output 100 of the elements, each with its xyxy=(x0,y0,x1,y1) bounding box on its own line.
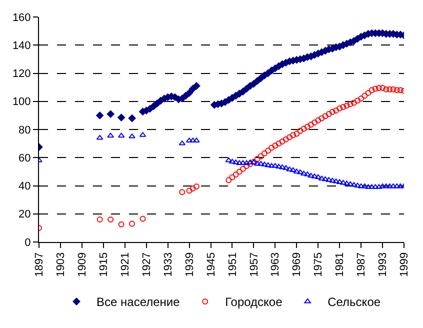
point xyxy=(394,87,400,94)
point xyxy=(362,92,368,99)
point xyxy=(296,169,304,174)
y-tick-label: 40 xyxy=(18,180,31,193)
point xyxy=(290,167,296,172)
y-tick-label: 60 xyxy=(18,152,31,164)
point xyxy=(254,156,260,162)
point xyxy=(118,221,124,228)
legend-label: Все население xyxy=(96,295,180,310)
point xyxy=(312,119,318,126)
x-tick-label: 1951 xyxy=(226,252,239,277)
point xyxy=(279,138,286,144)
x-tick-label: 1933 xyxy=(162,252,174,277)
x-tick-label: 1945 xyxy=(205,252,218,277)
point xyxy=(397,183,404,188)
point xyxy=(311,174,318,178)
point xyxy=(346,181,354,186)
point xyxy=(286,166,293,172)
y-tick-label: 120 xyxy=(12,68,31,80)
point xyxy=(276,140,282,147)
x-tick-label: 1975 xyxy=(312,252,325,277)
point xyxy=(193,183,200,190)
point xyxy=(282,136,289,142)
point xyxy=(358,183,364,188)
point xyxy=(354,98,360,104)
point xyxy=(376,85,382,92)
x-tick-label: 1999 xyxy=(398,252,411,277)
point xyxy=(340,104,346,110)
point xyxy=(390,183,397,188)
point xyxy=(332,178,340,184)
x-tick-label: 1909 xyxy=(76,252,89,277)
x-tick-label: 1927 xyxy=(140,252,153,277)
point xyxy=(225,157,232,162)
point xyxy=(336,105,343,112)
point xyxy=(397,87,404,94)
y-tick-label: 140 xyxy=(12,40,31,52)
point xyxy=(354,182,361,188)
point xyxy=(190,186,196,192)
point xyxy=(344,102,350,109)
point xyxy=(261,150,268,156)
point xyxy=(322,176,329,182)
point xyxy=(268,163,275,168)
point xyxy=(258,153,264,160)
point xyxy=(376,184,382,189)
x-tick-label: 1969 xyxy=(291,252,304,277)
point xyxy=(240,166,246,172)
point xyxy=(107,132,114,138)
point xyxy=(326,111,332,118)
point xyxy=(297,128,304,134)
point xyxy=(236,160,243,165)
point xyxy=(382,183,390,188)
point xyxy=(240,160,246,165)
point xyxy=(308,172,314,178)
point xyxy=(340,180,347,185)
point xyxy=(179,189,186,196)
x-tick-label: 1921 xyxy=(119,252,132,277)
point xyxy=(265,148,272,154)
point xyxy=(264,162,272,168)
point xyxy=(386,86,393,92)
point xyxy=(390,86,396,92)
point xyxy=(294,130,300,137)
point xyxy=(393,183,400,188)
point xyxy=(129,220,136,227)
point xyxy=(365,90,372,96)
point xyxy=(336,179,343,184)
point xyxy=(347,101,354,108)
point xyxy=(333,108,340,114)
point xyxy=(361,183,368,188)
x-tick-label: 1987 xyxy=(356,252,368,277)
point xyxy=(383,86,390,92)
point xyxy=(318,115,325,122)
x-tick-label: 1939 xyxy=(184,252,196,277)
point xyxy=(329,108,336,115)
point xyxy=(228,158,236,164)
x-tick-label: 1897 xyxy=(34,252,46,277)
point xyxy=(386,183,394,188)
point xyxy=(278,164,286,170)
x-tick-label: 1957 xyxy=(248,252,260,277)
point xyxy=(268,144,275,151)
point xyxy=(372,86,378,92)
point xyxy=(272,142,278,149)
point xyxy=(380,85,386,92)
point xyxy=(379,183,386,188)
x-tick-label: 1903 xyxy=(55,252,68,277)
point xyxy=(96,134,104,140)
x-tick-label: 1981 xyxy=(334,252,346,277)
point xyxy=(243,160,250,165)
y-tick-label: 80 xyxy=(18,124,31,136)
point xyxy=(229,174,236,180)
point xyxy=(358,96,364,102)
point xyxy=(108,216,114,222)
legend-label: Городское xyxy=(225,295,283,310)
point xyxy=(186,188,192,194)
point xyxy=(368,87,375,94)
point xyxy=(236,168,242,175)
y-tick-label: 0 xyxy=(24,236,31,249)
point xyxy=(118,132,125,138)
y-tick-label: 20 xyxy=(18,208,31,221)
point xyxy=(290,132,296,138)
point xyxy=(140,216,146,222)
